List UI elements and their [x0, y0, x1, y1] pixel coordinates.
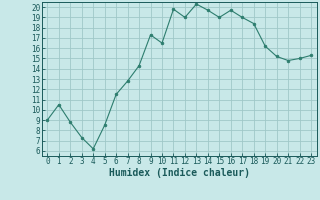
X-axis label: Humidex (Indice chaleur): Humidex (Indice chaleur): [109, 168, 250, 178]
